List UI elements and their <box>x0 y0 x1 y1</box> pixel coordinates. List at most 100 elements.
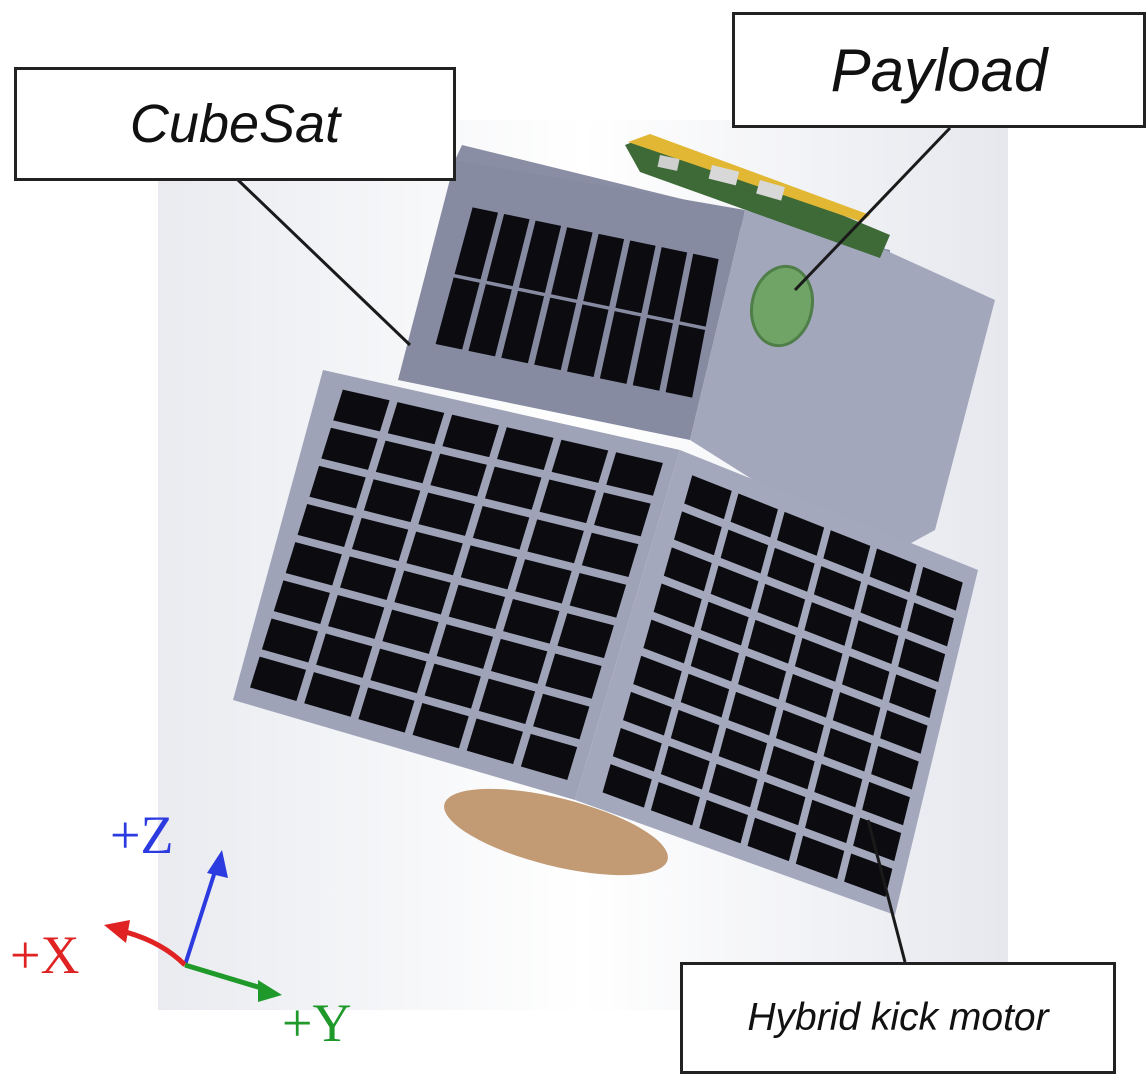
solar-cell <box>851 620 899 664</box>
solar-cell <box>273 580 330 624</box>
axis-triad <box>104 850 282 1002</box>
solar-cell <box>358 687 415 733</box>
left-solar-array <box>250 389 663 780</box>
solar-cell <box>842 656 890 700</box>
solar-cell <box>581 532 639 577</box>
solar-cell <box>333 389 390 432</box>
solar-cell <box>862 781 910 826</box>
solar-cell <box>622 691 672 736</box>
solar-cell <box>632 317 673 391</box>
solar-cell <box>503 599 560 644</box>
solar-cell <box>304 672 361 717</box>
solar-cell <box>520 733 578 780</box>
solar-cell <box>690 637 739 682</box>
solar-cell <box>490 638 548 684</box>
solar-cell <box>708 763 758 808</box>
solar-cell <box>728 691 777 736</box>
payload-label: Payload <box>830 36 1048 104</box>
solar-cell <box>869 548 917 593</box>
solar-cell <box>823 530 871 575</box>
solar-cell <box>889 674 937 718</box>
solar-cell <box>680 673 730 718</box>
solar-cell <box>501 290 545 364</box>
payload-pcb <box>625 134 890 258</box>
solar-cell <box>813 566 862 610</box>
x-axis-arrowhead <box>104 920 130 943</box>
solar-cell <box>805 799 854 844</box>
solar-cell <box>767 547 815 592</box>
solar-cell <box>684 475 732 520</box>
solar-cell <box>466 718 523 765</box>
solar-cell <box>370 648 427 694</box>
solar-cell <box>497 427 554 471</box>
solar-cell <box>382 609 439 654</box>
solar-cell <box>486 213 530 287</box>
solar-cell <box>756 781 806 826</box>
solar-cell <box>602 764 652 808</box>
solar-cell <box>448 584 506 630</box>
solar-cell <box>853 817 902 862</box>
solar-cell <box>747 619 796 664</box>
solar-cell <box>898 638 946 683</box>
solar-cell <box>557 613 614 659</box>
solar-cell <box>309 465 366 509</box>
solar-cell <box>551 439 609 483</box>
solar-cell <box>907 602 954 647</box>
z-axis-label: +Z <box>110 805 174 865</box>
solar-cell <box>418 492 475 536</box>
solar-cell <box>375 440 433 484</box>
solar-cell <box>435 277 480 350</box>
solar-cell <box>472 505 530 550</box>
solar-cell <box>814 763 863 808</box>
solar-cell <box>430 453 487 497</box>
solar-cell <box>340 556 397 601</box>
payload-leader-line <box>793 126 952 292</box>
solar-cell <box>363 479 421 523</box>
solar-cell <box>757 583 806 628</box>
solar-cell <box>633 655 682 700</box>
solar-cell <box>794 638 843 682</box>
solar-cell <box>660 745 710 790</box>
solar-cell <box>442 414 499 458</box>
solar-cell <box>321 427 378 470</box>
solar-cell <box>653 583 702 628</box>
y-axis-arrowhead <box>258 980 282 1002</box>
solar-cell <box>285 542 342 586</box>
solar-cell <box>551 227 593 300</box>
solar-cell <box>545 653 602 699</box>
solar-cell <box>665 324 706 398</box>
solar-cell <box>730 493 778 538</box>
solar-cell <box>647 247 688 320</box>
solar-cell <box>804 602 852 646</box>
solar-cell <box>460 545 518 590</box>
hybrid-kick-motor-label: Hybrid kick motor <box>747 996 1049 1039</box>
y-axis-arrow <box>184 962 269 993</box>
solar-cell <box>316 633 373 678</box>
solar-cell <box>539 479 597 524</box>
solar-cell <box>785 673 834 718</box>
solar-cell <box>700 601 749 646</box>
solar-cell <box>916 566 963 611</box>
solar-cell <box>670 709 720 754</box>
z-axis-arrow <box>183 861 220 966</box>
solar-cell <box>261 618 318 663</box>
cubesat-callout: CubeSat <box>14 67 456 181</box>
solar-cell <box>710 565 759 610</box>
solar-cell <box>594 492 651 537</box>
y-axis-label: +Y <box>282 993 352 1053</box>
solar-cell <box>832 692 881 736</box>
solar-cell <box>515 559 572 604</box>
solar-cell <box>747 817 797 862</box>
solar-cell <box>718 727 768 772</box>
z-axis-arrowhead <box>207 850 228 878</box>
solar-cell <box>436 624 493 669</box>
solar-cell <box>880 710 928 754</box>
solar-cell <box>484 466 542 510</box>
solar-cell <box>406 531 463 576</box>
upper-solar-array <box>435 207 719 398</box>
solar-cell <box>351 517 409 562</box>
solar-cell <box>738 655 787 700</box>
solar-cell <box>394 570 451 615</box>
